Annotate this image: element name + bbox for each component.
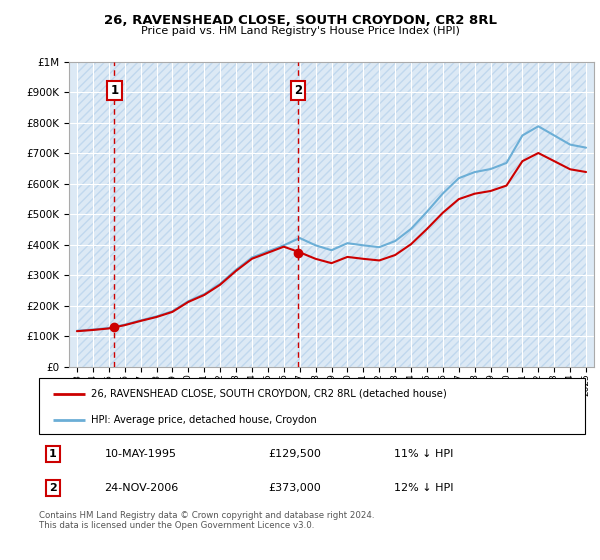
Text: 26, RAVENSHEAD CLOSE, SOUTH CROYDON, CR2 8RL: 26, RAVENSHEAD CLOSE, SOUTH CROYDON, CR2…: [104, 14, 497, 27]
Text: 2: 2: [49, 483, 56, 493]
Text: 24-NOV-2006: 24-NOV-2006: [104, 483, 179, 493]
Text: £373,000: £373,000: [268, 483, 321, 493]
Text: 10-MAY-1995: 10-MAY-1995: [104, 449, 176, 459]
Text: Contains HM Land Registry data © Crown copyright and database right 2024.
This d: Contains HM Land Registry data © Crown c…: [39, 511, 374, 530]
Text: £129,500: £129,500: [268, 449, 321, 459]
Text: Price paid vs. HM Land Registry's House Price Index (HPI): Price paid vs. HM Land Registry's House …: [140, 26, 460, 36]
Text: 11% ↓ HPI: 11% ↓ HPI: [394, 449, 453, 459]
Text: 2: 2: [294, 84, 302, 97]
Text: 1: 1: [110, 84, 119, 97]
Text: 1: 1: [49, 449, 56, 459]
Text: 26, RAVENSHEAD CLOSE, SOUTH CROYDON, CR2 8RL (detached house): 26, RAVENSHEAD CLOSE, SOUTH CROYDON, CR2…: [91, 389, 446, 399]
Text: HPI: Average price, detached house, Croydon: HPI: Average price, detached house, Croy…: [91, 415, 317, 425]
Text: 12% ↓ HPI: 12% ↓ HPI: [394, 483, 454, 493]
